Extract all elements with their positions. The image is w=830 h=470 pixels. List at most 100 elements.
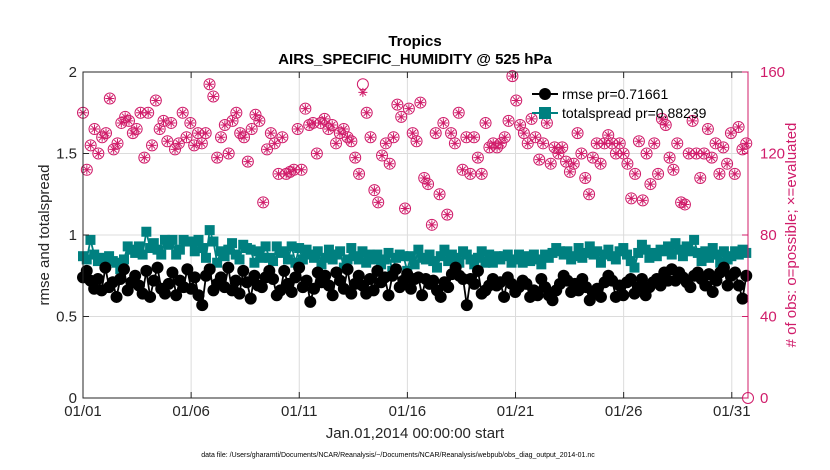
obs-evaluated-point	[542, 118, 552, 128]
obs-possible-point	[632, 135, 645, 148]
obs-possible-point	[694, 171, 707, 184]
obs-evaluated-point	[431, 128, 441, 138]
totalspread-point	[428, 256, 439, 267]
obs-possible-point	[686, 114, 699, 127]
obs-evaluated-point	[469, 132, 479, 142]
totalspread-point	[562, 246, 573, 257]
rmse-point	[289, 271, 302, 284]
x-axis-label: Jan.01,2014 00:00:00 start	[326, 425, 505, 442]
obs-evaluated-point	[484, 142, 494, 152]
obs-possible-point	[291, 123, 304, 136]
obs-evaluated-point	[415, 98, 425, 108]
obs-evaluated-point	[530, 132, 540, 142]
rmse-point	[594, 290, 607, 303]
obs-evaluated-point	[619, 149, 629, 158]
obs-evaluated-point	[668, 165, 678, 175]
obs-possible-point	[257, 196, 270, 209]
obs-evaluated-point	[274, 169, 284, 179]
obs-evaluated-point	[711, 138, 721, 148]
rmse-point	[304, 295, 317, 308]
totalspread-point	[286, 241, 297, 252]
obs-evaluated-point	[312, 149, 322, 158]
obs-possible-point	[218, 118, 231, 131]
obs-evaluated-point	[722, 159, 732, 169]
totalspread-point	[584, 241, 595, 252]
totalspread-point	[480, 257, 491, 268]
rmse-point	[170, 289, 183, 302]
obs-possible-point	[80, 163, 93, 176]
obs-possible-point	[161, 135, 174, 148]
obs-evaluated-point	[611, 149, 621, 158]
obs-possible-point	[648, 137, 661, 150]
obs-evaluated-point	[435, 189, 445, 199]
obs-evaluated-point	[534, 155, 544, 165]
totalspread-point	[249, 257, 260, 268]
obs-possible-point	[383, 157, 396, 170]
totalspread-point	[148, 238, 159, 249]
rmse-point	[367, 284, 380, 297]
obs-possible-point	[663, 151, 676, 164]
rmse-point	[471, 264, 484, 277]
obs-possible-point	[364, 131, 377, 144]
totalspread-point	[595, 257, 606, 268]
rmse-point	[80, 264, 93, 277]
series-layer	[77, 70, 754, 404]
obs-possible-point	[238, 131, 251, 144]
obs-possible-point	[169, 143, 182, 156]
obs-possible-point	[475, 167, 488, 180]
rmse-point	[162, 277, 175, 290]
obs-evaluated-point	[285, 167, 295, 177]
obs-evaluated-point	[343, 132, 353, 142]
y2-tick-label: 40	[760, 309, 777, 326]
totalspread-point	[186, 236, 197, 247]
totalspread-point	[692, 247, 703, 258]
obs-evaluated-point	[212, 153, 222, 163]
totalspread-point	[271, 241, 282, 252]
obs-evaluated-point	[258, 197, 268, 207]
rmse-point	[188, 271, 201, 284]
totalspread-point	[674, 244, 685, 255]
totalspread-point	[689, 234, 700, 245]
obs-possible-point	[533, 153, 546, 166]
y2-tick-label: 120	[760, 146, 785, 163]
rmse-point	[151, 261, 164, 274]
obs-possible-point	[437, 116, 450, 129]
obs-possible-point	[330, 137, 343, 150]
totalspread-point	[718, 246, 729, 257]
totalspread-point	[685, 246, 696, 257]
rmse-point	[293, 261, 306, 274]
x-tick-label: 01/06	[172, 403, 210, 420]
obs-evaluated-point	[201, 128, 211, 138]
obs-evaluated-point	[277, 132, 287, 142]
obs-possible-point	[563, 165, 576, 178]
obs-possible-point	[138, 151, 151, 164]
obs-evaluated-point	[266, 128, 276, 138]
totalspread-point	[133, 241, 144, 252]
obs-evaluated-point	[404, 104, 414, 114]
obs-evaluated-point	[465, 169, 475, 179]
totalspread-point	[342, 254, 353, 265]
totalspread-point	[469, 259, 480, 270]
obs-possible-point	[276, 131, 289, 144]
obs-evaluated-point	[615, 138, 625, 148]
obs-evaluated-point	[128, 128, 138, 138]
obs-evaluated-point	[477, 169, 487, 179]
obs-possible-point	[671, 137, 684, 150]
obs-possible-point	[655, 112, 668, 125]
obs-evaluated-point	[90, 124, 100, 134]
totalspread-point	[592, 246, 603, 257]
y-tick-label: 0.5	[56, 309, 77, 326]
obs-evaluated-point	[592, 138, 602, 148]
obs-evaluated-point	[373, 197, 383, 207]
obs-evaluated-point	[151, 96, 161, 106]
obs-evaluated-point	[159, 116, 169, 126]
obs-evaluated-point	[304, 120, 314, 130]
x-axis: 01/01 01/06 01/11 01/16 01/21 01/26 01/31	[64, 72, 751, 420]
totalspread-point	[383, 247, 394, 258]
totalspread-point	[361, 257, 372, 268]
obs-possible-point	[88, 123, 101, 136]
rmse-point	[624, 273, 637, 286]
obs-possible-point	[575, 147, 588, 160]
obs-possible-point	[521, 137, 534, 150]
